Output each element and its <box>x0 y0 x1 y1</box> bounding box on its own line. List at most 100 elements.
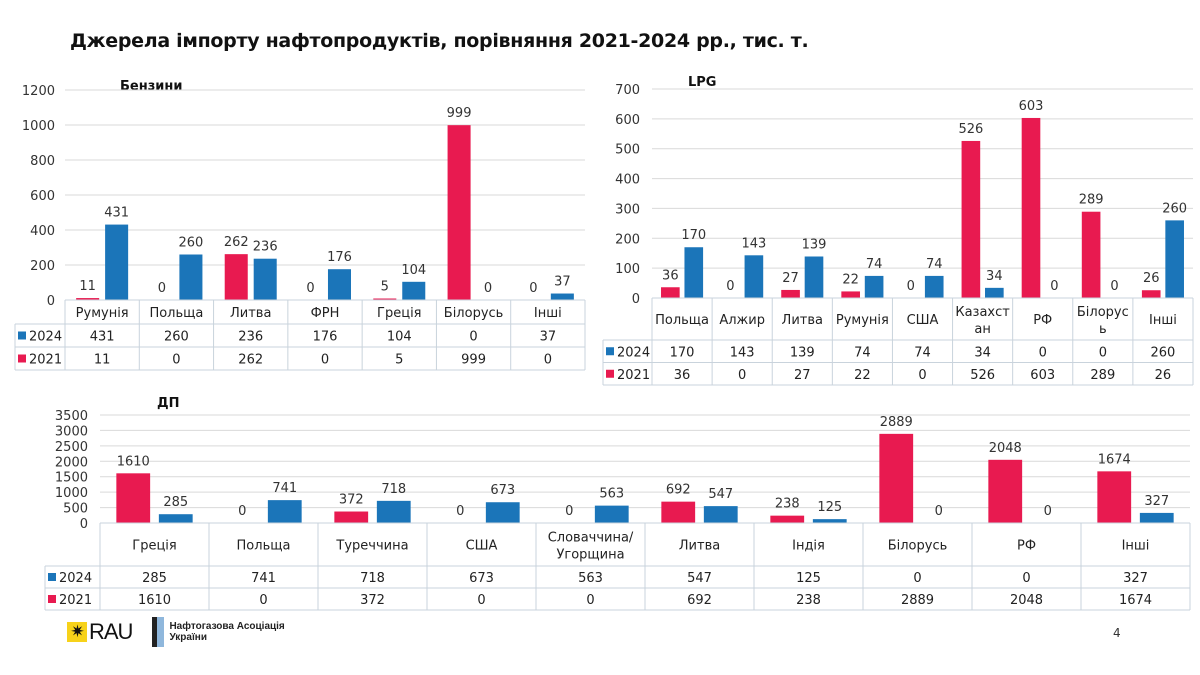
data-label-2024: 563 <box>599 487 624 502</box>
bar-2024 <box>924 275 944 298</box>
data-label-2024: 236 <box>253 240 278 255</box>
table-cell-2021: 1610 <box>138 593 171 608</box>
table-cell-2024: 74 <box>914 345 931 360</box>
bar-2024 <box>485 502 520 523</box>
data-label-2021: 0 <box>529 281 537 296</box>
table-cell-2021: 0 <box>544 353 552 368</box>
data-label-2021: 0 <box>456 504 464 519</box>
data-label-2024: 0 <box>484 281 492 296</box>
nau-logo: Нафтогазова Асоціація України <box>152 617 309 647</box>
data-label-2024: 0 <box>935 504 943 519</box>
table-cell-2021: 289 <box>1090 368 1115 383</box>
bar-2024 <box>985 287 1004 298</box>
bar-2021 <box>1141 290 1161 298</box>
data-label-2024: 143 <box>741 236 766 251</box>
data-label-2024: 285 <box>163 495 188 510</box>
table-cell-2024: 104 <box>387 330 412 345</box>
table-cell-2021: 0 <box>321 353 329 368</box>
table-cell-2024: 260 <box>1151 345 1176 360</box>
data-label-2024: 0 <box>1050 279 1058 294</box>
table-cell-2021: 1674 <box>1119 593 1152 608</box>
bar-2024 <box>105 224 129 300</box>
data-label-2021: 2048 <box>989 441 1022 456</box>
data-label-2024: 327 <box>1144 494 1169 509</box>
y-tick-label: 500 <box>615 143 640 158</box>
bar-2021 <box>373 298 397 300</box>
table-cell-2024: 176 <box>313 330 338 345</box>
data-label-2021: 262 <box>224 235 249 250</box>
category-label: Білорусь <box>888 539 948 554</box>
category-label: ФРН <box>311 306 340 321</box>
data-label-2021: 22 <box>842 272 859 287</box>
y-tick-label: 1000 <box>22 119 55 134</box>
table-cell-2024: 34 <box>974 345 991 360</box>
table-cell-2021: 22 <box>854 368 871 383</box>
data-label-2021: 238 <box>775 497 800 512</box>
category-label: Білорусь <box>444 306 504 321</box>
bar-2021 <box>661 287 680 298</box>
category-label: РФ <box>1033 313 1052 328</box>
table-cell-2024: 139 <box>790 345 815 360</box>
bar-2024 <box>703 506 738 523</box>
table-cell-2024: 236 <box>238 330 263 345</box>
slide-title: Джерела імпорту нафтопродуктів, порівнян… <box>70 30 809 52</box>
table-cell-2024: 0 <box>1022 571 1030 586</box>
table-cell-2024: 741 <box>251 571 276 586</box>
data-label-2024: 0 <box>1044 504 1052 519</box>
category-label: Греція <box>132 539 176 554</box>
table-cell-2021: 2889 <box>901 593 934 608</box>
table-cell-2021: 2048 <box>1010 593 1043 608</box>
bar-2021 <box>770 515 805 523</box>
bar-2024 <box>158 514 193 523</box>
table-cell-2024: 143 <box>730 345 755 360</box>
table-cell-2024: 718 <box>360 571 385 586</box>
table-cell-2024: 260 <box>164 330 189 345</box>
category-label: РФ <box>1017 539 1036 554</box>
logos: ✷ RAU Нафтогазова Асоціація України <box>67 617 309 647</box>
table-cell-2021: 603 <box>1030 368 1055 383</box>
category-label: Інші <box>1149 313 1177 328</box>
bar-2021 <box>841 291 860 298</box>
bar-2024 <box>267 500 302 523</box>
y-tick-label: 0 <box>47 294 55 309</box>
category-label: Польща <box>655 313 709 328</box>
legend-label: 2024 <box>29 330 62 345</box>
data-label-2021: 0 <box>565 504 573 519</box>
table-cell-2024: 74 <box>854 345 871 360</box>
y-tick-label: 100 <box>615 262 640 277</box>
data-label-2021: 692 <box>666 483 691 498</box>
category-label: США <box>907 313 939 328</box>
table-cell-2021: 11 <box>94 353 111 368</box>
bar-2021 <box>76 298 100 300</box>
table-cell-2021: 26 <box>1155 368 1172 383</box>
legend-label: 2021 <box>59 593 92 608</box>
category-label: Греція <box>377 306 421 321</box>
category-label: Литва <box>679 539 720 554</box>
legend-key-2021 <box>48 595 56 603</box>
data-label-2024: 0 <box>1110 279 1118 294</box>
nau-mark-icon <box>152 617 165 647</box>
data-label-2021: 27 <box>782 271 799 286</box>
category-label: Литва <box>782 313 823 328</box>
data-label-2024: 139 <box>802 237 827 252</box>
table-cell-2021: 526 <box>970 368 995 383</box>
table-cell-2024: 431 <box>90 330 115 345</box>
data-label-2024: 34 <box>986 269 1003 284</box>
data-label-2021: 26 <box>1143 271 1160 286</box>
y-tick-label: 400 <box>615 173 640 188</box>
y-tick-label: 0 <box>632 292 640 307</box>
category-label: Польща <box>237 539 291 554</box>
y-tick-label: 600 <box>30 189 55 204</box>
y-tick-label: 3500 <box>55 409 88 424</box>
data-label-2024: 431 <box>104 206 129 221</box>
rau-logo: ✷ RAU <box>67 619 133 645</box>
category-label: Індія <box>792 539 825 554</box>
bar-2021 <box>879 433 914 523</box>
legend-label: 2021 <box>617 368 650 383</box>
page-number: 4 <box>1113 626 1121 640</box>
bar-2021 <box>334 511 369 523</box>
category-label: Туреччина <box>335 539 408 554</box>
data-label-2024: 673 <box>490 483 515 498</box>
y-tick-label: 800 <box>30 154 55 169</box>
bar-2024 <box>684 247 704 298</box>
